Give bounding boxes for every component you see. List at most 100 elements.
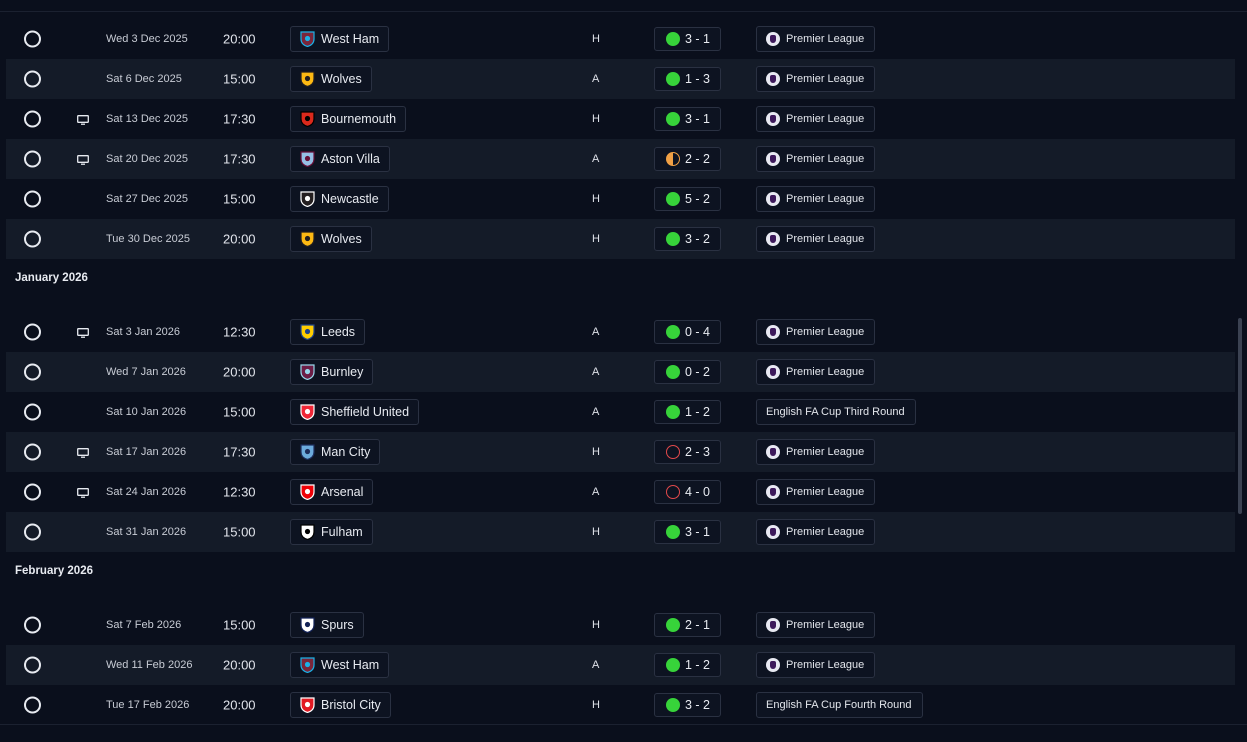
fulham-crest xyxy=(300,524,315,541)
opponent-button[interactable]: Burnley xyxy=(290,359,374,385)
aston-villa-crest xyxy=(300,151,315,168)
win-indicator-icon xyxy=(666,232,680,246)
competition-button[interactable]: English FA Cup Third Round xyxy=(756,399,916,425)
opponent-button[interactable]: Spurs xyxy=(290,612,364,638)
select-circle[interactable] xyxy=(24,150,41,168)
competition-button[interactable]: Premier League xyxy=(756,226,876,252)
select-circle[interactable] xyxy=(24,616,41,634)
wolves-crest xyxy=(300,71,315,88)
fixture-time: 20:00 xyxy=(223,31,256,47)
premier-league-icon xyxy=(766,192,780,206)
competition-button[interactable]: Premier League xyxy=(756,319,876,345)
result-button[interactable]: 2 - 3 xyxy=(654,440,722,464)
select-circle[interactable] xyxy=(24,483,41,501)
competition-button[interactable]: Premier League xyxy=(756,146,876,172)
fixture-row[interactable]: Sat 7 Feb 2026 15:00 Spurs H 2 - 1 Premier Le… xyxy=(6,605,1235,645)
opponent-button[interactable]: West Ham xyxy=(290,26,390,52)
fixture-row[interactable]: Sat 10 Jan 2026 15:00 Sheffield United A 1 -… xyxy=(6,392,1235,432)
competition-button[interactable]: Premier League xyxy=(756,186,876,212)
fixture-row[interactable]: Sat 17 Jan 2026 17:30 Man City H 2 - 3 Premie… xyxy=(6,432,1235,472)
fixture-row[interactable]: Sat 6 Dec 2025 15:00 Wolves A 1 - 3 Premier L… xyxy=(6,59,1235,99)
opponent-button[interactable]: Aston Villa xyxy=(290,146,390,172)
opponent-button[interactable]: Bournemouth xyxy=(290,106,407,132)
opponent-name: Fulham xyxy=(321,525,363,539)
opponent-button[interactable]: West Ham xyxy=(290,652,390,678)
fixture-row[interactable]: Sat 24 Jan 2026 12:30 Arsenal A 4 - 0 Premier… xyxy=(6,472,1235,512)
fixture-time: 20:00 xyxy=(223,697,256,713)
result-button[interactable]: 1 - 2 xyxy=(654,653,722,677)
select-circle[interactable] xyxy=(24,523,41,541)
competition-button[interactable]: Premier League xyxy=(756,439,876,465)
select-circle[interactable] xyxy=(24,110,41,128)
venue-indicator: A xyxy=(592,153,600,165)
select-circle[interactable] xyxy=(24,443,41,461)
result-button[interactable]: 2 - 1 xyxy=(654,613,722,637)
scrollbar-thumb[interactable] xyxy=(1238,318,1242,514)
select-circle[interactable] xyxy=(24,190,41,208)
competition-button[interactable]: Premier League xyxy=(756,66,876,92)
result-button[interactable]: 3 - 1 xyxy=(654,520,722,544)
opponent-button[interactable]: Man City xyxy=(290,439,381,465)
premier-league-icon xyxy=(766,618,780,632)
result-button[interactable]: 1 - 3 xyxy=(654,67,722,91)
fixture-row[interactable]: Wed 3 Dec 2025 20:00 West Ham H 3 - 1 Premier… xyxy=(6,19,1235,59)
opponent-button[interactable]: Sheffield United xyxy=(290,399,420,425)
fixture-row[interactable]: Sat 27 Dec 2025 15:00 Newcastle H 5 - 2 Premi… xyxy=(6,179,1235,219)
fixture-row[interactable]: Tue 30 Dec 2025 20:00 Wolves H 3 - 2 Premier … xyxy=(6,219,1235,259)
result-button[interactable]: 3 - 2 xyxy=(654,693,722,717)
fixture-row[interactable]: Tue 17 Feb 2026 20:00 Bristol City H 3 - 2 En… xyxy=(6,685,1235,725)
competition-button[interactable]: Premier League xyxy=(756,106,876,132)
result-button[interactable]: 1 - 2 xyxy=(654,400,722,424)
select-circle[interactable] xyxy=(24,230,41,248)
competition-button[interactable]: Premier League xyxy=(756,26,876,52)
fixture-time: 20:00 xyxy=(223,231,256,247)
opponent-button[interactable]: Arsenal xyxy=(290,479,374,505)
score: 4 - 0 xyxy=(685,485,711,499)
select-circle[interactable] xyxy=(24,30,41,48)
competition-button[interactable]: Premier League xyxy=(756,359,876,385)
tv-icon xyxy=(77,155,89,165)
select-circle[interactable] xyxy=(24,70,41,88)
competition-button[interactable]: Premier League xyxy=(756,479,876,505)
score: 5 - 2 xyxy=(685,192,711,206)
fixture-row[interactable]: Sat 20 Dec 2025 17:30 Aston Villa A 2 - 2 Pre… xyxy=(6,139,1235,179)
fixture-row[interactable]: Sat 3 Jan 2026 12:30 Leeds A 0 - 4 Premier Le… xyxy=(6,312,1235,352)
result-button[interactable]: 0 - 2 xyxy=(654,360,722,384)
fixture-row[interactable]: Wed 7 Jan 2026 20:00 Burnley A 0 - 2 Premier … xyxy=(6,352,1235,392)
fixture-row[interactable]: Sat 13 Dec 2025 17:30 Bournemouth H 3 - 1 Pre… xyxy=(6,99,1235,139)
premier-league-icon xyxy=(766,325,780,339)
opponent-button[interactable]: Bristol City xyxy=(290,692,391,718)
fixture-time: 17:30 xyxy=(223,111,256,127)
competition-button[interactable]: Premier League xyxy=(756,652,876,678)
fixture-row[interactable]: Wed 11 Feb 2026 20:00 West Ham A 1 - 2 Premie… xyxy=(6,645,1235,685)
opponent-button[interactable]: Newcastle xyxy=(290,186,389,212)
win-indicator-icon xyxy=(666,325,680,339)
competition-button[interactable]: Premier League xyxy=(756,612,876,638)
fixture-date: Tue 17 Feb 2026 xyxy=(106,699,190,711)
opponent-button[interactable]: Leeds xyxy=(290,319,366,345)
win-indicator-icon xyxy=(666,192,680,206)
opponent-button[interactable]: Wolves xyxy=(290,66,372,92)
month-header: February 2026 xyxy=(6,552,1235,605)
competition-name: English FA Cup Third Round xyxy=(766,406,905,418)
result-button[interactable]: 3 - 2 xyxy=(654,227,722,251)
score: 3 - 1 xyxy=(685,112,711,126)
fixture-row[interactable]: Sat 31 Jan 2026 15:00 Fulham H 3 - 1 Premier … xyxy=(6,512,1235,552)
opponent-button[interactable]: Fulham xyxy=(290,519,373,545)
competition-button[interactable]: English FA Cup Fourth Round xyxy=(756,692,923,718)
result-button[interactable]: 4 - 0 xyxy=(654,480,722,504)
select-circle[interactable] xyxy=(24,403,41,421)
fixture-date: Wed 11 Feb 2026 xyxy=(106,659,193,671)
select-circle[interactable] xyxy=(24,656,41,674)
result-button[interactable]: 0 - 4 xyxy=(654,320,722,344)
opponent-button[interactable]: Wolves xyxy=(290,226,372,252)
competition-button[interactable]: Premier League xyxy=(756,519,876,545)
select-circle[interactable] xyxy=(24,363,41,381)
result-button[interactable]: 2 - 2 xyxy=(654,147,722,171)
select-circle[interactable] xyxy=(24,696,41,714)
fixture-date: Sat 3 Jan 2026 xyxy=(106,326,181,338)
select-circle[interactable] xyxy=(24,323,41,341)
result-button[interactable]: 5 - 2 xyxy=(654,187,722,211)
result-button[interactable]: 3 - 1 xyxy=(654,107,722,131)
result-button[interactable]: 3 - 1 xyxy=(654,27,722,51)
